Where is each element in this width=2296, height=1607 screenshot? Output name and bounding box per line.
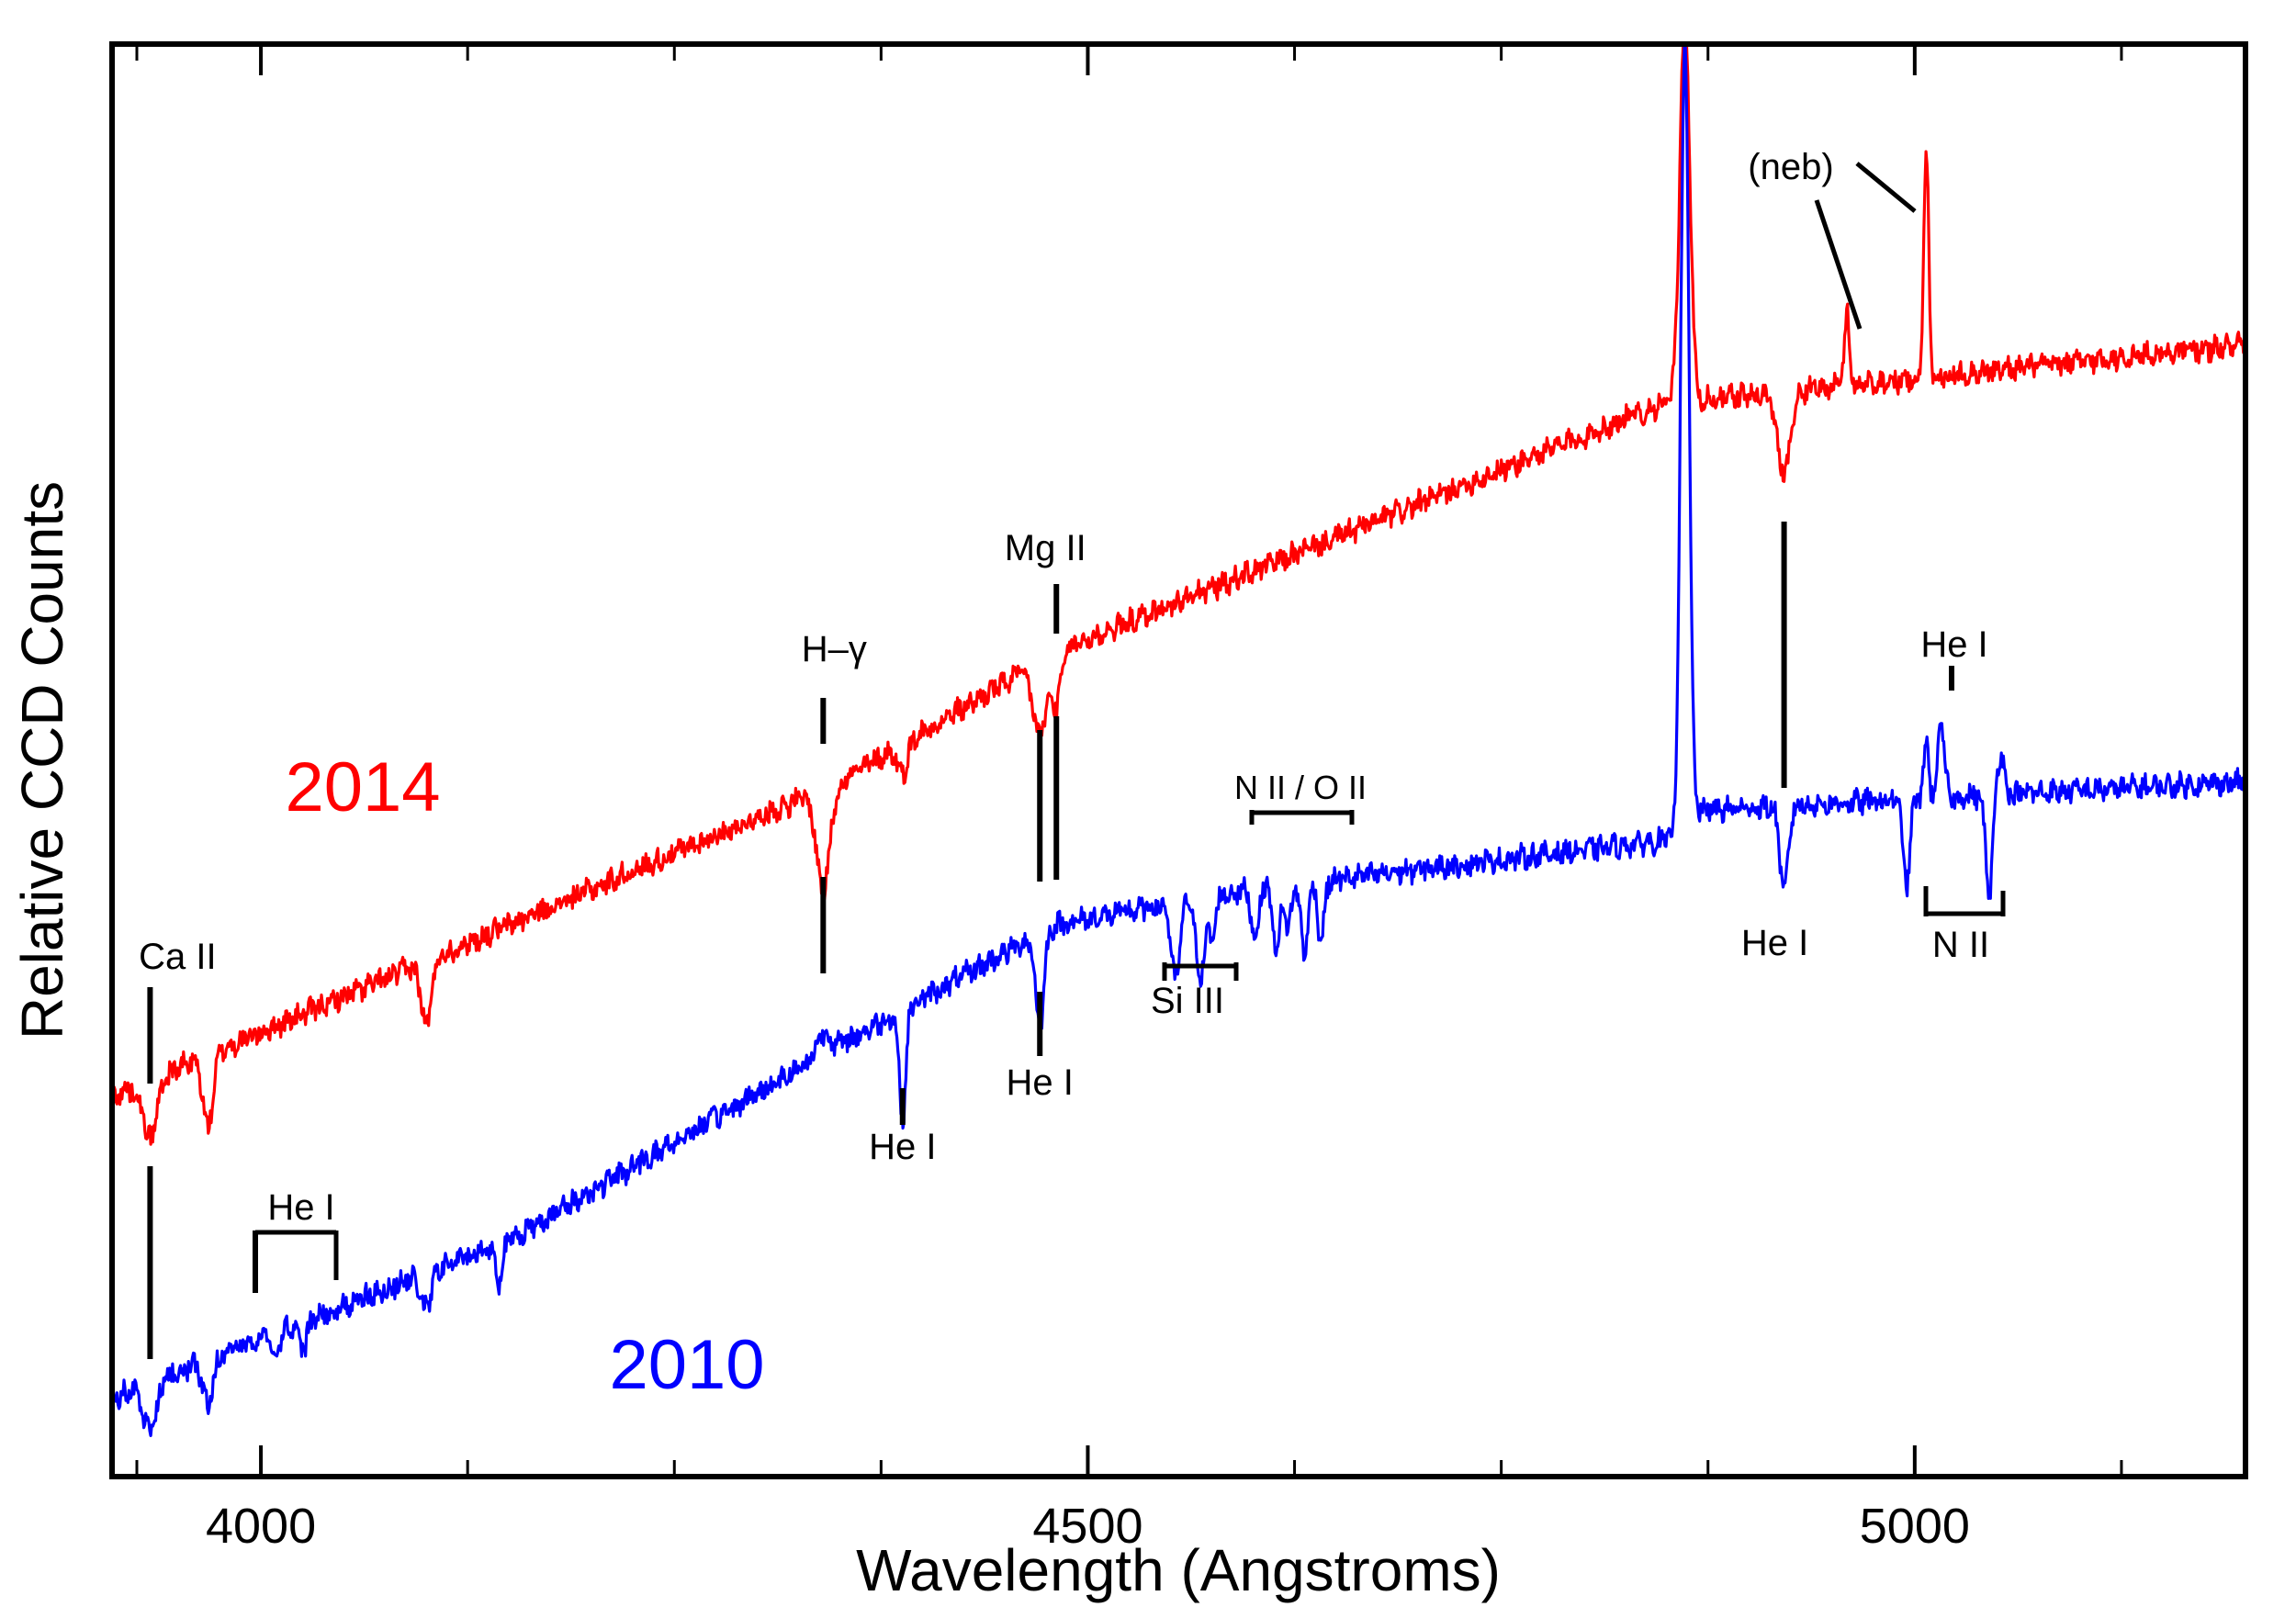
line-label: He I (869, 1127, 936, 1167)
spectrum-line-2014 (112, 44, 2245, 1146)
spectrum-line-2010 (112, 44, 2245, 1437)
x-axis-title: Wavelength (Angstroms) (856, 1537, 1501, 1603)
line-label: (neb) (1748, 147, 1833, 187)
line-label: He I (267, 1187, 334, 1228)
line-label: Mg II (1005, 528, 1086, 568)
line-label: N II (1932, 925, 1989, 965)
series-label-2010: 2010 (609, 1326, 764, 1404)
line-label: He I (1007, 1062, 1074, 1103)
y-axis-title: Relative CCD Counts (9, 481, 75, 1039)
line-label: Ca II (139, 937, 216, 977)
plot-frame (109, 41, 2248, 1479)
line-label: He I (1920, 624, 1987, 665)
line-label: Si III (1151, 981, 1224, 1021)
x-tick-label: 4000 (206, 1499, 316, 1554)
series-label-2014: 2014 (285, 748, 440, 826)
line-label: H–γ (802, 629, 867, 669)
x-tick-label: 4500 (1032, 1499, 1142, 1554)
x-tick-label: 5000 (1860, 1499, 1970, 1554)
annotation-marker-line (1855, 162, 1917, 213)
line-label: He I (1741, 923, 1808, 963)
line-label: N II / O II (1234, 769, 1367, 806)
annotation-marker-line (1814, 199, 1863, 330)
